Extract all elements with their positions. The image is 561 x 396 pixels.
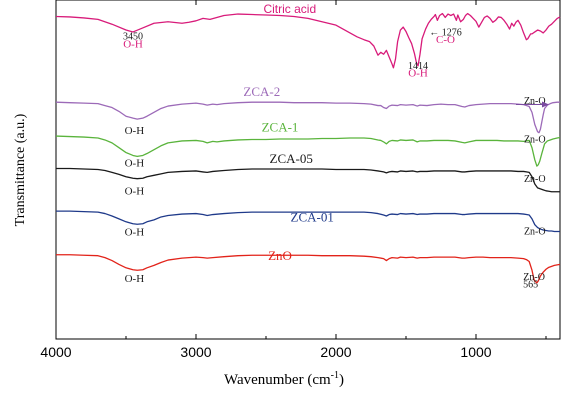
peak-annotation-7: Zn-O <box>524 96 546 107</box>
peak-annotation-15: Zn-O <box>523 272 545 283</box>
plot-frame <box>55 0 561 340</box>
series-line-citric-acid <box>55 12 561 69</box>
peak-annotation-14: O-H <box>125 273 145 285</box>
peak-annotation-1: O-H <box>123 38 143 50</box>
x-axis-label: Wavenumber (cm-1) <box>224 370 344 388</box>
x-tick-label-2000: 2000 <box>320 344 351 360</box>
series-label-layer: Citric acid ZCA-2 ZCA-1 ZCA-05 ZCA-01 ZnO <box>243 2 333 263</box>
series-layer <box>55 12 561 284</box>
series-line-zca-1 <box>55 135 561 167</box>
x-axis: 4000 3000 2000 1000 <box>40 0 547 360</box>
peak-annotation-11: Zn-O <box>524 174 546 185</box>
peak-annotation-10: O-H <box>125 186 145 198</box>
series-line-zno <box>56 254 561 284</box>
series-label-zca-2: ZCA-2 <box>243 84 280 99</box>
x-tick-label-3000: 3000 <box>180 344 211 360</box>
peak-annotation-12: O-H <box>125 226 145 238</box>
series-line-zca-05 <box>56 167 560 193</box>
series-label-zca-1: ZCA-1 <box>262 120 299 135</box>
x-axis-label-superscript: -1 <box>331 370 339 381</box>
series-label-zno: ZnO <box>268 248 292 263</box>
peak-annotation-9: Zn-O <box>524 134 546 145</box>
x-axis-label-main: Wavenumber (cm <box>224 372 331 388</box>
series-label-zca-01: ZCA-01 <box>291 210 334 225</box>
peak-annotation-0: 3450 <box>123 32 143 43</box>
peak-annotation-5: C-O <box>436 34 455 46</box>
peak-annotation-8: O-H <box>125 158 145 170</box>
series-line-zca-01 <box>56 210 560 233</box>
peak-annotation-16: 565 <box>523 280 538 291</box>
peak-annotation-3: O-H <box>408 68 428 80</box>
x-tick-label-1000: 1000 <box>460 344 491 360</box>
series-label-citric-acid: Citric acid <box>263 2 316 16</box>
y-axis-label: Transmittance (a.u.) <box>13 113 28 226</box>
x-axis-label-close: ) <box>339 372 344 388</box>
x-tick-label-4000: 4000 <box>40 344 71 360</box>
peak-annotation-2: 1414 <box>408 61 428 72</box>
peak-annotation-6: O-H <box>125 125 145 137</box>
peak-annotation-4: ← 1276 <box>429 27 462 38</box>
peak-annotation-13: Zn-O <box>524 226 546 237</box>
series-label-zca-05: ZCA-05 <box>270 151 313 166</box>
series-line-zca-2 <box>55 101 560 134</box>
zn-o-arrow-head <box>542 101 549 108</box>
